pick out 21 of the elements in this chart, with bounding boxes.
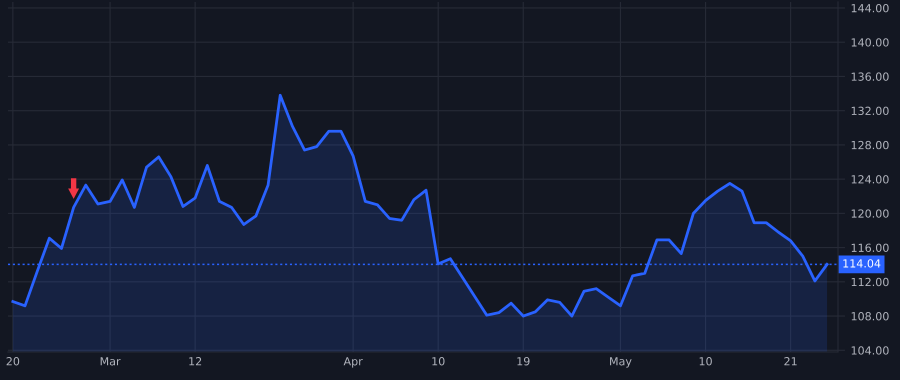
y-tick-label: 136.00	[852, 72, 889, 81]
x-tick-label: 21	[784, 357, 797, 366]
x-tick-label: 12	[189, 357, 202, 366]
y-tick-label: 120.00	[852, 209, 889, 218]
x-tick-label: Apr	[344, 357, 363, 368]
x-tick-label: Mar	[100, 357, 121, 366]
y-tick-label: 144.00	[852, 4, 889, 12]
x-tick-label: 19	[517, 357, 530, 366]
y-tick-label: 112.00	[852, 278, 889, 286]
x-tick-label: 20	[6, 357, 20, 366]
y-tick-label: 116.00	[852, 244, 889, 252]
y-tick-label: 140.00	[852, 38, 889, 47]
x-tick-label: 10	[432, 357, 445, 366]
y-tick-label: 132.00	[852, 106, 889, 116]
y-tick-label: 104.00	[852, 346, 889, 355]
y-tick-label: 128.00	[852, 140, 889, 150]
x-tick-label: 10	[700, 357, 712, 366]
x-tick-label: May	[610, 357, 632, 368]
ref-line-label: 114.04	[843, 259, 880, 268]
y-tick-label: 108.00	[852, 312, 889, 320]
y-tick-label: 124.00	[852, 175, 889, 184]
